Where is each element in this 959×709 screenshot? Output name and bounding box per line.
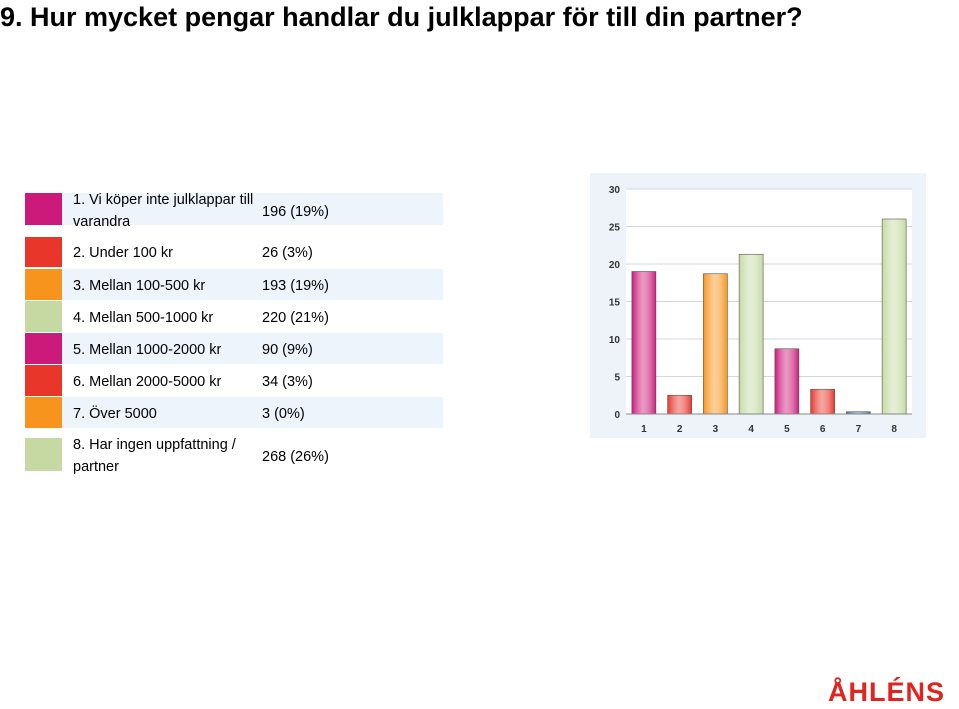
answer-label-3: 3. Mellan 100-500 kr [73,278,206,294]
answer-row-6: 6. Mellan 2000-5000 kr 34 (3%) [25,365,443,396]
bar-shading-6 [810,388,835,415]
answer-label-4: 4. Mellan 500-1000 kr [73,310,214,326]
swatch-3 [25,269,62,300]
bar-shading-2 [667,394,692,415]
x-tick-label: 2 [677,424,683,435]
answer-value-4: 220 (21%) [262,310,329,326]
swatch-2 [25,237,62,267]
y-tick-label: 20 [609,260,621,271]
swatch-5 [25,333,62,364]
answer-row-7: 7. Över 5000 3 (0%) [25,397,443,428]
swatch-6 [25,365,62,396]
swatch-7 [25,397,62,428]
answer-label-2: 2. Under 100 kr [73,245,173,261]
answer-value-2: 26 (3%) [262,245,313,261]
answer-row-3: 3. Mellan 100-500 kr 193 (19%) [25,269,443,300]
answer-label-1: 1. Vi köper inte julklappar till varandr… [73,192,254,230]
y-tick-label: 0 [614,410,620,421]
bar-chart: 0 5 10 15 20 25 30 1 2 3 4 5 6 7 8 [609,185,912,435]
answer-value-5: 90 (9%) [262,342,313,358]
answer-value-6: 34 (3%) [262,374,313,390]
x-tick-label: 7 [856,424,862,435]
bar-chart-panel: 0 5 10 15 20 25 30 1 2 3 4 5 6 7 8 [590,173,926,438]
x-tick-label: 3 [713,424,719,435]
ahlens-logo: ÅHLÉNS [828,677,946,707]
answer-row-1: 1. Vi köper inte julklappar till varandr… [25,192,443,230]
bar-shading-1 [631,271,657,415]
answer-row-8: 8. Har ingen uppfattning / partner 268 (… [25,437,443,475]
x-tick-label: 5 [784,424,790,435]
bar-shading-5 [774,348,800,415]
answer-label-8: 8. Har ingen uppfattning / partner [73,437,236,475]
answer-value-8: 268 (26%) [262,449,329,465]
swatch-4 [25,301,62,332]
answer-value-7: 3 (0%) [262,406,305,422]
swatch-1 [25,193,62,225]
y-tick-label: 30 [609,185,621,196]
answer-value-3: 193 (19%) [262,278,329,294]
bar-shading-3 [703,273,728,415]
bar-shading-4 [738,253,764,415]
x-tick-label: 6 [820,424,826,435]
y-tick-label: 15 [609,298,621,309]
answer-row-5: 5. Mellan 1000-2000 kr 90 (9%) [25,333,443,364]
x-tick-label: 1 [641,424,647,435]
page-title: 9. Hur mycket pengar handlar du julklapp… [0,2,803,32]
answer-row-4: 4. Mellan 500-1000 kr 220 (21%) [25,301,443,332]
answer-label-6: 6. Mellan 2000-5000 kr [73,374,222,390]
bar-shading-8 [881,218,907,415]
answer-value-1: 196 (19%) [262,204,329,220]
answer-label-5: 5. Mellan 1000-2000 kr [73,342,222,358]
y-tick-label: 25 [609,223,621,234]
swatch-8 [25,438,62,471]
y-tick-label: 5 [614,373,620,384]
answer-row-2: 2. Under 100 kr 26 (3%) [25,237,443,267]
answer-label-7: 7. Över 5000 [73,406,157,422]
x-tick-label: 4 [748,424,754,435]
y-tick-label: 10 [609,335,621,346]
x-tick-label: 8 [891,424,897,435]
